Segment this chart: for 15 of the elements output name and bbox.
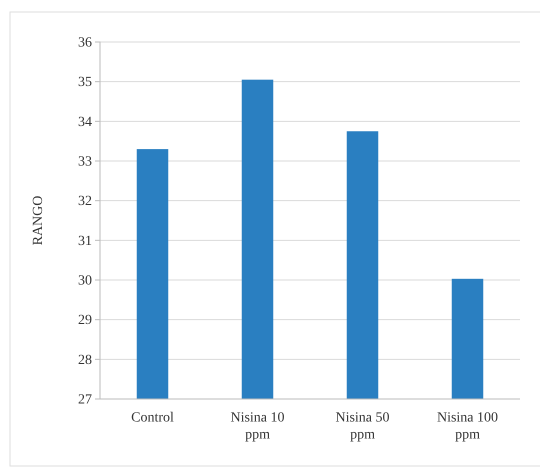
y-tick-label: 31 [78, 234, 92, 249]
x-tick-label: Control [131, 410, 174, 426]
y-tick-label: 27 [78, 392, 92, 408]
y-tick-label: 35 [78, 75, 92, 90]
y-tick-label: 29 [78, 313, 92, 328]
y-tick-label: 32 [78, 194, 92, 210]
y-tick-label: 28 [78, 352, 92, 368]
y-tick-label: 30 [78, 273, 92, 288]
y-tick-label: 36 [78, 35, 92, 50]
x-tick-label: Nisina 100 ppm [436, 410, 498, 442]
y-tick-label: 33 [78, 154, 92, 170]
x-tick-label: Nisina 50 ppm [335, 410, 390, 442]
y-tick-label: 34 [78, 114, 92, 130]
y-axis-title: RANGO [31, 196, 46, 246]
x-tick-label: Nisina 10 ppm [230, 410, 285, 442]
